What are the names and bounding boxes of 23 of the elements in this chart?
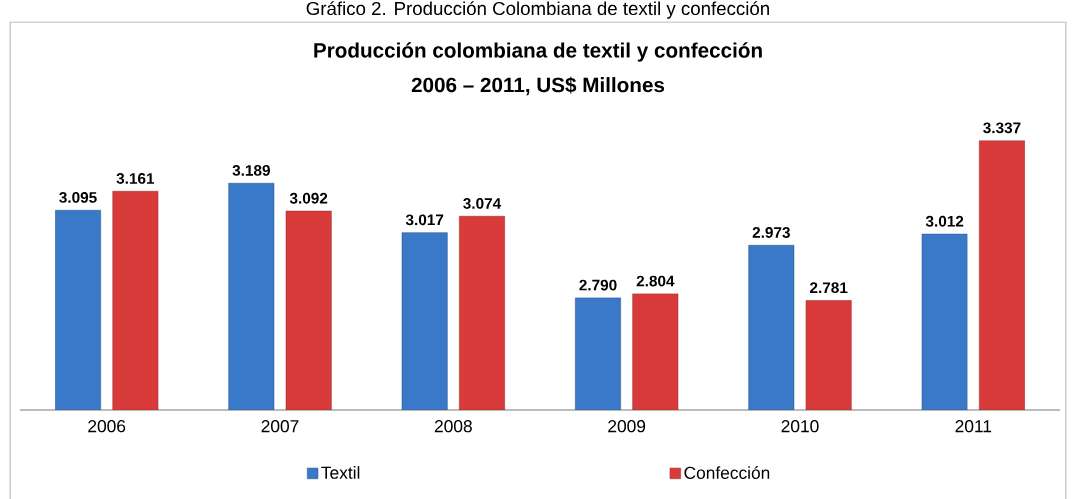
data-label: 3.092 [289, 192, 328, 204]
x-tick-label: 2007 [261, 420, 299, 433]
data-label: 3.017 [405, 214, 444, 226]
legend-label: Textil [321, 466, 360, 479]
data-label: 3.189 [232, 164, 270, 176]
data-label: 3.095 [59, 191, 97, 203]
legend-label: Confección [684, 466, 770, 479]
x-tick-label: 2009 [608, 420, 646, 433]
data-label: 2.781 [810, 282, 848, 294]
text: Producción colombiana de textil y confección [314, 42, 762, 62]
x-tick-label: 2008 [434, 420, 472, 433]
text: Gráfico 2. Producción Colombiana de textil y confección [306, 1, 769, 19]
data-label: 2.790 [579, 279, 617, 291]
data-label: 2.973 [752, 227, 790, 238]
data-label: 3.074 [463, 198, 502, 209]
data-label: 3.012 [925, 215, 964, 227]
x-tick-label: 2010 [781, 420, 819, 433]
text: 2006 – 2011, US$ Millones [411, 76, 665, 96]
x-tick-label: 2011 [955, 420, 992, 433]
data-label: 3.161 [116, 173, 155, 184]
data-label: 3.337 [983, 122, 1021, 134]
data-label: 2.804 [636, 275, 675, 287]
x-tick-label: 2006 [88, 420, 126, 433]
